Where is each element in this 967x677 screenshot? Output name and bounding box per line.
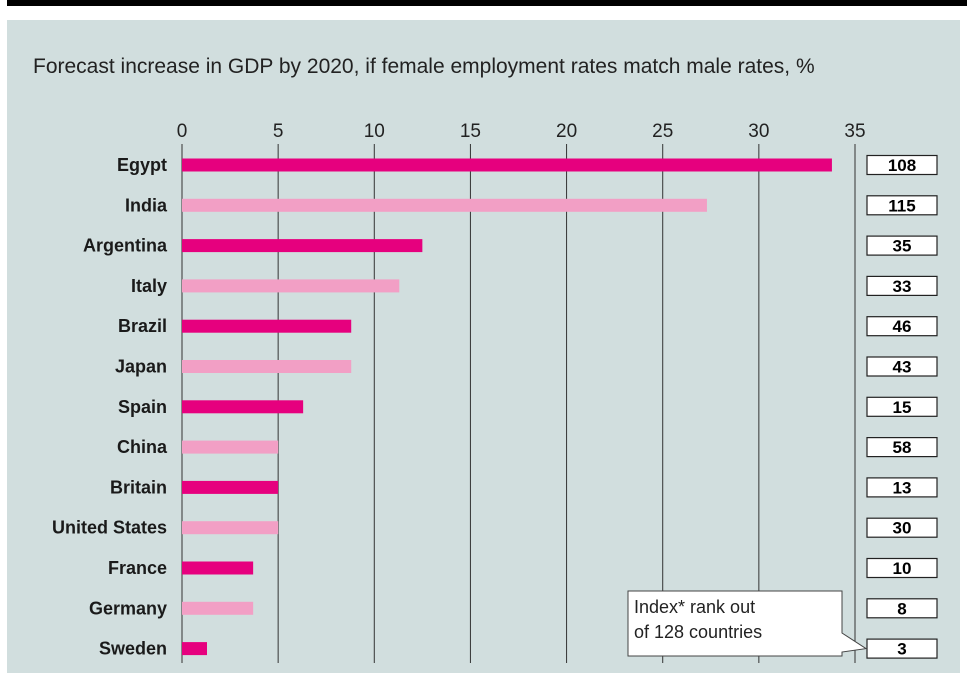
bar <box>182 360 352 373</box>
rank-value: 13 <box>893 478 912 497</box>
top-rule <box>7 0 967 6</box>
rank-box <box>866 154 938 176</box>
bar <box>182 480 279 494</box>
callout-text: Index* rank out <box>634 597 755 617</box>
rank-value: 115 <box>888 196 915 215</box>
category-label: Spain <box>118 397 167 417</box>
bar <box>182 440 279 454</box>
category-label: Britain <box>110 477 167 497</box>
rank-value: 10 <box>893 559 912 578</box>
category-label: India <box>125 195 168 215</box>
bar <box>182 521 279 535</box>
x-tick-label: 5 <box>273 121 284 142</box>
rank-value: 3 <box>897 640 906 659</box>
category-label: Italy <box>131 276 167 296</box>
rank-value: 108 <box>888 156 916 175</box>
rank-box <box>866 517 938 538</box>
category-label: France <box>108 558 167 578</box>
bar <box>182 239 423 253</box>
x-tick-label: 20 <box>556 121 577 142</box>
bar <box>182 279 400 293</box>
x-tick-label: 30 <box>748 121 769 142</box>
category-label: China <box>117 437 168 457</box>
bar <box>182 601 254 615</box>
rank-value: 43 <box>893 358 912 377</box>
x-tick-label: 0 <box>177 121 188 142</box>
category-label: Egypt <box>117 155 167 175</box>
rank-value: 33 <box>893 277 912 296</box>
callout-text: of 128 countries <box>634 622 762 642</box>
category-label: Sweden <box>99 639 167 659</box>
chart-title: Forecast increase in GDP by 2020, if fem… <box>33 55 815 78</box>
bar <box>182 198 707 212</box>
category-label: Japan <box>115 357 167 377</box>
bar <box>182 400 304 414</box>
callout-bubble <box>627 590 868 657</box>
rank-box <box>866 437 938 458</box>
rank-box <box>866 598 938 619</box>
category-label: United States <box>52 518 167 538</box>
rank-value: 58 <box>893 438 912 457</box>
rank-box <box>866 356 938 377</box>
rank-box <box>866 316 938 337</box>
rank-value: 35 <box>893 237 912 256</box>
bar <box>182 158 832 172</box>
category-label: Germany <box>89 598 167 618</box>
rank-box <box>866 195 938 216</box>
rank-value: 46 <box>893 317 912 336</box>
category-label: Argentina <box>83 236 168 256</box>
rank-box <box>866 275 938 296</box>
rank-value: 30 <box>893 519 912 538</box>
rank-value: 15 <box>893 398 912 417</box>
chart-panel <box>7 20 960 673</box>
x-tick-label: 10 <box>364 121 385 142</box>
rank-box <box>866 557 938 579</box>
rank-box <box>866 396 938 417</box>
bar <box>182 561 254 575</box>
category-label: Brazil <box>118 316 167 336</box>
x-tick-label: 35 <box>844 121 865 142</box>
bar <box>182 642 207 656</box>
rank-value: 8 <box>897 599 906 618</box>
x-tick-label: 15 <box>460 121 481 142</box>
rank-box <box>866 638 938 659</box>
rank-box <box>866 477 938 498</box>
x-tick-label: 25 <box>652 121 673 142</box>
bar <box>182 319 352 333</box>
rank-box <box>866 235 938 256</box>
